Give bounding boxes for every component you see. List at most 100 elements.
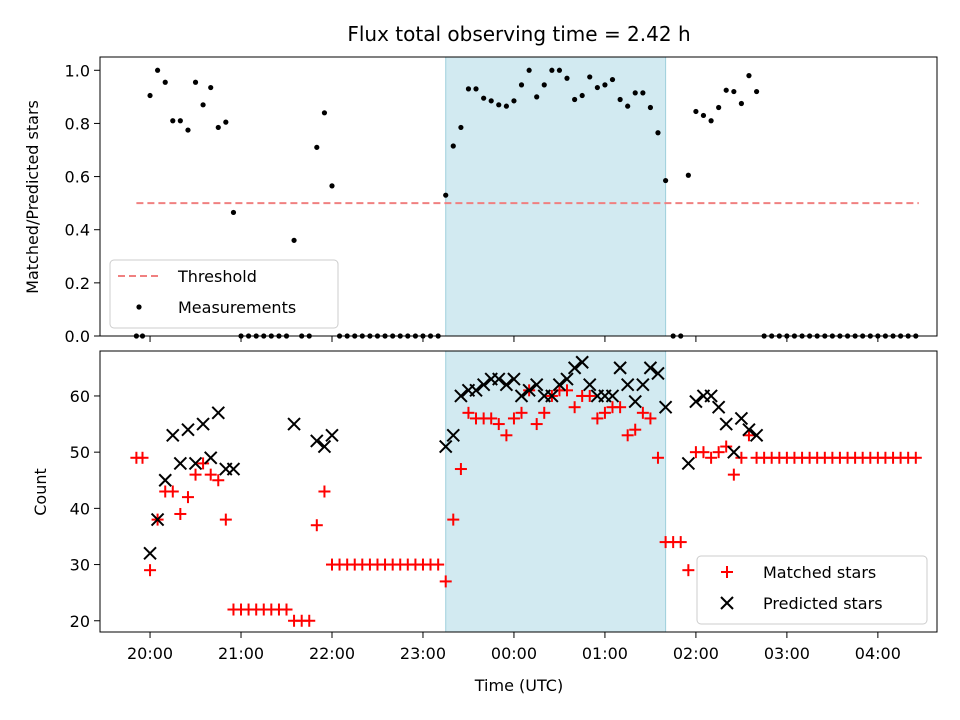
matched-star-point <box>705 451 718 464</box>
predicted-stars-points <box>143 355 764 561</box>
measurement-point <box>579 92 585 99</box>
matched-star-point <box>735 451 748 464</box>
predicted-star-point <box>605 389 620 403</box>
predicted-star-point <box>507 372 521 386</box>
bottom-panel: 20 30 40 50 60 20:00 21:00 22:00 23:00 00:00 01:0… <box>31 350 938 695</box>
matched-star-point <box>485 412 498 425</box>
matched-star-point <box>697 446 710 459</box>
measurement-point <box>587 74 593 80</box>
measurement-point <box>321 110 328 116</box>
legend-matched-swatch <box>721 566 733 578</box>
predicted-star-point <box>620 378 635 392</box>
predicted-star-point <box>446 428 460 443</box>
matched-star-point <box>439 575 452 588</box>
matched-star-point <box>674 536 687 549</box>
matched-star-point <box>303 614 316 627</box>
predicted-star-point <box>325 428 339 443</box>
predicted-star-point <box>575 355 589 369</box>
observing-window-band <box>445 56 667 337</box>
y-tick-label: 0.8 <box>65 114 90 133</box>
top-legend-box <box>109 259 339 329</box>
y-tick-label: 60 <box>70 387 90 406</box>
predicted-star-point <box>173 456 188 471</box>
y-tick-label: 0.4 <box>65 221 90 240</box>
matched-star-point <box>454 463 467 476</box>
predicted-star-point <box>636 378 650 392</box>
legend-matched-label: Matched stars <box>763 563 876 582</box>
predicted-star-point <box>651 366 665 381</box>
measurement-point <box>443 192 449 198</box>
measurement-point <box>450 143 456 149</box>
chart-title: Flux total observing time = 2.42 h <box>347 22 690 46</box>
measurement-point <box>609 76 616 83</box>
matched-star-point <box>515 406 528 419</box>
predicted-star-point <box>150 512 165 527</box>
predicted-star-point <box>166 428 180 443</box>
matched-star-point <box>636 406 649 419</box>
top-legend: Threshold Measurements <box>109 259 339 329</box>
matched-star-point <box>621 429 634 442</box>
predicted-star-point <box>287 417 301 431</box>
measurement-point <box>625 103 631 109</box>
predicted-star-point <box>628 394 642 409</box>
matched-star-point <box>507 412 520 425</box>
top-panel: 0.0 0.2 0.4 0.6 0.8 1.0 Matched/Predicted sta… <box>23 56 938 346</box>
measurement-point <box>162 79 168 85</box>
bottom-legend-box <box>696 555 928 625</box>
measurement-point <box>230 209 237 216</box>
bottom-y-ticks: 20 30 40 50 60 <box>70 387 100 631</box>
matched-star-point <box>181 491 194 504</box>
x-tick-label: 00:00 <box>491 644 537 663</box>
matched-star-point <box>591 412 604 425</box>
predicted-star-point <box>492 372 506 386</box>
matched-star-point <box>166 485 179 498</box>
predicted-star-point <box>454 389 468 403</box>
matched-star-point <box>538 406 551 419</box>
measurement-point <box>564 75 570 81</box>
measurement-point <box>473 86 479 92</box>
measurement-point <box>488 98 494 104</box>
measurement-point <box>526 67 532 73</box>
y-tick-label: 0.2 <box>65 274 90 293</box>
measurement-point <box>556 67 563 73</box>
measurement-point <box>541 82 547 88</box>
matched-star-point <box>568 401 581 414</box>
predicted-star-point <box>560 372 574 386</box>
predicted-star-point <box>514 389 529 403</box>
matched-stars-points <box>130 384 922 627</box>
top-observing-window <box>445 56 667 337</box>
y-tick-label: 50 <box>70 443 90 462</box>
top-y-ticks: 0.0 0.2 0.4 0.6 0.8 1.0 <box>65 61 100 346</box>
matched-star-point <box>144 564 157 577</box>
predicted-star-point <box>181 422 195 437</box>
measurement-point <box>465 86 472 92</box>
bottom-observing-window <box>445 350 667 633</box>
legend-measurements-label: Measurements <box>178 298 296 317</box>
x-tick-label: 01:00 <box>582 644 628 663</box>
measurement-point <box>154 67 161 73</box>
top-axes-frame <box>99 56 938 337</box>
y-tick-label: 40 <box>70 499 90 518</box>
measurement-point <box>655 130 661 136</box>
matched-star-point <box>909 451 922 464</box>
measurement-point <box>700 112 707 119</box>
matched-star-point <box>492 418 505 431</box>
measurement-point <box>208 84 214 91</box>
measurement-point <box>572 96 578 103</box>
matched-star-point <box>583 389 596 402</box>
measurement-point <box>314 144 320 150</box>
measurement-point <box>602 82 608 88</box>
measurement-point <box>481 95 487 101</box>
matched-star-point <box>530 418 543 431</box>
measurement-point <box>632 90 638 96</box>
predicted-star-point <box>681 456 696 471</box>
predicted-star-point <box>567 361 582 375</box>
matched-star-point <box>712 446 725 459</box>
measurement-point <box>458 124 464 131</box>
predicted-star-point <box>310 434 324 448</box>
measurement-point <box>518 82 525 88</box>
matched-star-point <box>197 457 210 470</box>
predicted-star-point <box>658 400 673 414</box>
measurement-point <box>534 94 540 100</box>
